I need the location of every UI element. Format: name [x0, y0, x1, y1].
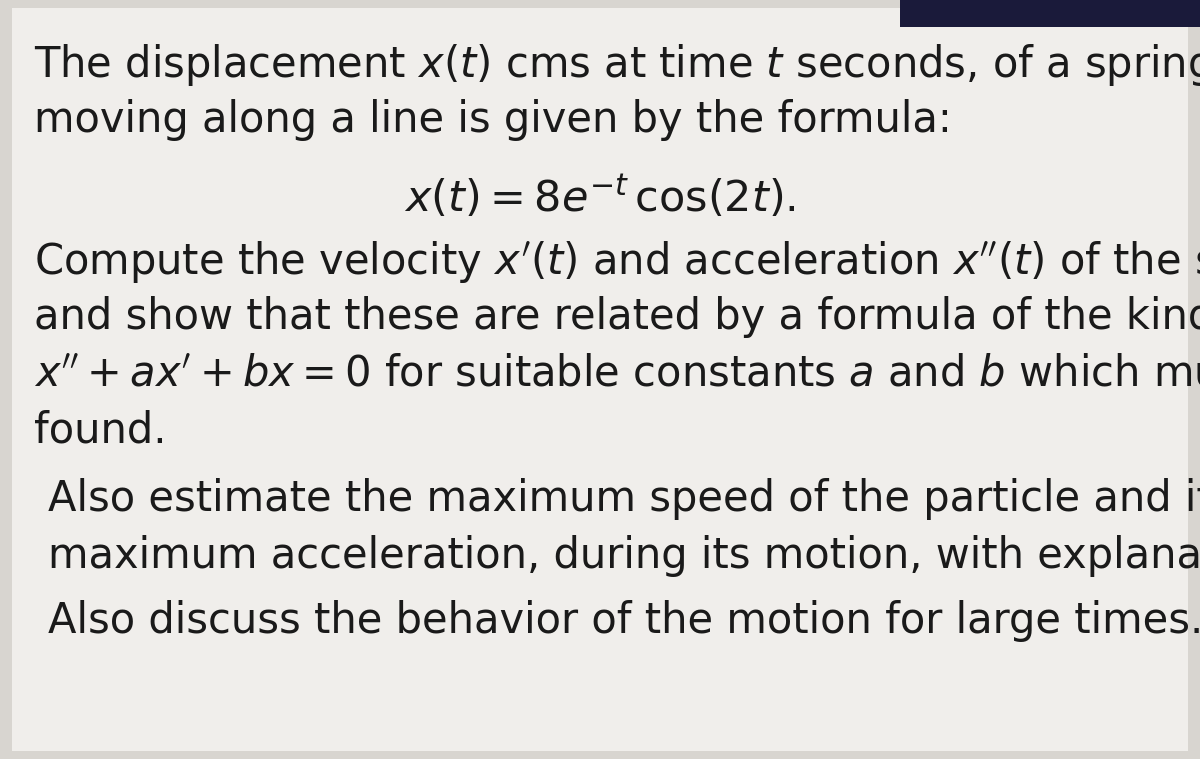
- Text: $x'' + ax' + bx = 0$ for suitable constants $a$ and $b$ which must be: $x'' + ax' + bx = 0$ for suitable consta…: [34, 353, 1200, 395]
- Text: Also discuss the behavior of the motion for large times.: Also discuss the behavior of the motion …: [48, 600, 1200, 641]
- Text: $x(t) = 8e^{-t}\,\cos(2t).$: $x(t) = 8e^{-t}\,\cos(2t).$: [404, 175, 796, 222]
- Text: maximum acceleration, during its motion, with explanation.: maximum acceleration, during its motion,…: [48, 535, 1200, 577]
- Text: Also estimate the maximum speed of the particle and its: Also estimate the maximum speed of the p…: [48, 478, 1200, 520]
- Text: The displacement $x(t)$ cms at time $t$ seconds, of a spring: The displacement $x(t)$ cms at time $t$ …: [34, 42, 1200, 88]
- Text: found.: found.: [34, 410, 166, 452]
- Text: and show that these are related by a formula of the kind: and show that these are related by a for…: [34, 296, 1200, 338]
- Text: Compute the velocity $x'(t)$ and acceleration $x''(t)$ of the spring: Compute the velocity $x'(t)$ and acceler…: [34, 239, 1200, 285]
- Text: moving along a line is given by the formula:: moving along a line is given by the form…: [34, 99, 952, 140]
